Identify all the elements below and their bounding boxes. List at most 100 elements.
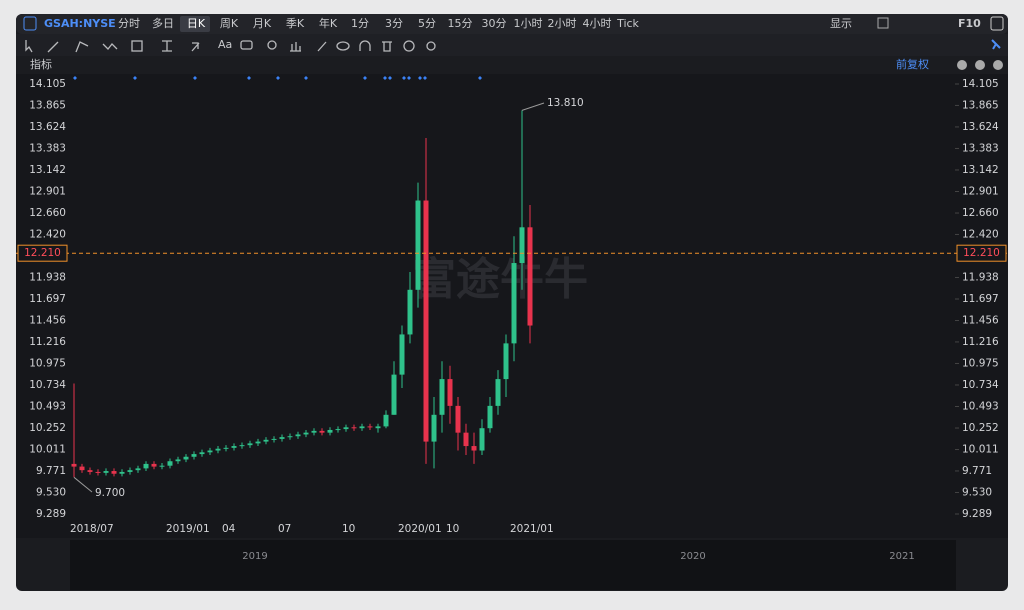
y-tick-label: 12.660	[962, 207, 999, 219]
pen-tool[interactable]	[317, 41, 327, 52]
period-tab[interactable]: 分时	[118, 17, 140, 30]
active-period-bg	[180, 16, 210, 32]
y-tick-label: 11.216	[29, 336, 66, 348]
candle-body	[511, 263, 517, 344]
arrow-tool[interactable]	[191, 42, 200, 52]
candle-body	[151, 463, 157, 467]
period-tab[interactable]: 1小时	[514, 17, 543, 30]
period-tab[interactable]: 周K	[220, 17, 239, 30]
plus-button[interactable]	[993, 60, 1003, 70]
tool-bar	[16, 34, 1008, 56]
period-tab[interactable]: 年K	[319, 16, 338, 30]
candle-body	[471, 446, 477, 451]
candle-body	[319, 430, 325, 433]
y-tick-label: 13.624	[29, 121, 66, 133]
min-pointer	[73, 476, 93, 493]
candle-body	[423, 200, 429, 442]
pin-icon[interactable]	[991, 39, 1001, 50]
period-tab[interactable]: 季K	[286, 17, 305, 30]
period-tab[interactable]: 2小时	[548, 17, 577, 30]
zoom-tool[interactable]	[267, 40, 277, 50]
period-tab[interactable]: 月K	[253, 17, 272, 30]
y-tick-label: 12.901	[29, 186, 66, 198]
candle-body	[351, 427, 357, 429]
period-tab[interactable]: 30分	[482, 17, 507, 30]
y-tick-label: 13.142	[962, 164, 999, 176]
period-tab[interactable]: Tick	[616, 17, 639, 30]
candle-body	[167, 461, 173, 466]
measure-tool[interactable]	[162, 40, 172, 52]
pattern-tool[interactable]	[131, 40, 143, 52]
eye-tool[interactable]	[336, 41, 350, 51]
period-tab[interactable]: 日K	[187, 17, 206, 30]
candle-body	[143, 463, 149, 469]
channel-tool[interactable]	[75, 41, 89, 53]
magnet-tool[interactable]	[359, 40, 371, 51]
last-price-box	[17, 244, 68, 262]
candle-body	[215, 448, 221, 451]
font-tool[interactable]: Aa	[218, 38, 232, 51]
navigator-label: 2019	[242, 551, 267, 562]
candle-body	[359, 426, 365, 429]
note-tool[interactable]	[240, 40, 253, 50]
y-tick-label: 9.771	[36, 465, 66, 477]
x-tick-label: 2018/07	[70, 523, 114, 535]
candle-body	[383, 414, 389, 427]
y-tick-label: 9.289	[962, 508, 992, 520]
box-icon[interactable]	[877, 17, 889, 29]
line-tool[interactable]	[47, 41, 59, 53]
period-tab[interactable]: 多日	[152, 16, 174, 30]
candle-body	[495, 379, 501, 406]
panel-toggle[interactable]	[990, 16, 1004, 31]
indicator-label[interactable]: 指标	[30, 57, 52, 71]
candle-body	[463, 432, 469, 447]
candle-body	[311, 430, 317, 433]
delete-tool[interactable]	[382, 41, 392, 52]
candle-body	[127, 470, 133, 472]
sidebar-toggle[interactable]	[23, 16, 37, 31]
candle-body	[87, 470, 93, 472]
sync-tool[interactable]	[403, 40, 415, 52]
y-tick-label: 11.938	[29, 271, 66, 283]
y-tick-label: 10.734	[962, 379, 999, 391]
x-tick-label: 04	[222, 523, 236, 535]
event-marker[interactable]	[73, 76, 482, 80]
period-tab[interactable]: 4小时	[583, 17, 612, 30]
symbol[interactable]: GSAH:NYSE	[44, 17, 116, 30]
y-tick-label: 12.420	[29, 228, 66, 240]
navigator	[70, 540, 956, 590]
wave-tool[interactable]	[102, 43, 118, 50]
period-bar	[16, 14, 1008, 34]
last-price-label: 12.210	[24, 247, 61, 259]
period-tab[interactable]: 15分	[448, 17, 473, 30]
y-tick-label: 12.420	[962, 228, 999, 240]
minus-button[interactable]	[957, 60, 967, 70]
candle-body	[95, 471, 101, 473]
y-tick-label: 10.493	[962, 401, 999, 413]
candle-body	[223, 447, 229, 449]
stats-tool[interactable]	[290, 42, 301, 52]
period-tab[interactable]: 3分	[385, 17, 403, 30]
display-menu[interactable]: 显示	[830, 17, 852, 30]
settings-tool[interactable]	[426, 41, 436, 51]
y-tick-label: 13.383	[29, 142, 66, 154]
y-tick-label: 10.734	[29, 379, 66, 391]
y-tick-label: 14.105	[962, 78, 999, 90]
cursor-tool[interactable]	[25, 40, 33, 53]
candle-body	[135, 468, 141, 471]
y-tick-label: 11.456	[962, 315, 999, 327]
adjust-menu[interactable]: 前复权	[896, 57, 929, 71]
candle-body	[183, 456, 189, 460]
y-tick-label: 11.697	[29, 293, 66, 305]
period-tab[interactable]: 5分	[418, 17, 436, 30]
candle-body	[503, 343, 509, 380]
minus-button[interactable]	[975, 60, 985, 70]
period-tab[interactable]: 1分	[351, 17, 369, 30]
x-tick-label: 10	[446, 523, 459, 535]
f10-button[interactable]: F10	[958, 17, 981, 30]
candle-body	[431, 414, 437, 442]
x-tick-label: 2020/01	[398, 523, 442, 535]
candle-body	[247, 443, 253, 446]
candle-body	[439, 379, 445, 415]
